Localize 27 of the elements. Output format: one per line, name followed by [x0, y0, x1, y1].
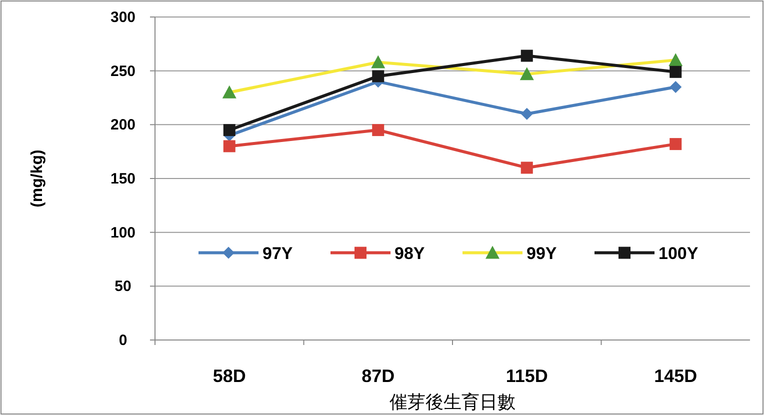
y-tick-label: 100: [110, 224, 136, 242]
x-tick-label: 87D: [362, 366, 395, 386]
y-tick-label: 250: [110, 62, 136, 80]
point: [372, 70, 384, 82]
y-tick-label: 150: [110, 170, 136, 188]
x-tick-label: 145D: [654, 366, 698, 386]
point: [223, 124, 236, 136]
point: [670, 80, 682, 93]
y-axis-title: (mg/kg): [29, 150, 46, 208]
point: [223, 140, 236, 152]
point: [372, 124, 384, 136]
legend-label: 98Y: [394, 244, 426, 263]
point: [670, 138, 682, 150]
x-tick-label: 58D: [212, 366, 246, 386]
legend-label: 97Y: [262, 244, 294, 263]
y-tick-label: 0: [118, 332, 128, 349]
point: [670, 66, 682, 78]
legend-label: 99Y: [526, 244, 558, 263]
x-axis-title: 催芽後生育日數: [390, 392, 516, 412]
y-tick-label: 300: [110, 9, 136, 26]
legend-label: 100Y: [658, 244, 699, 263]
y-tick-label: 50: [114, 278, 132, 296]
point: [520, 50, 533, 62]
point: [520, 108, 533, 120]
y-tick-label: 200: [110, 116, 136, 134]
x-tick-label: 115D: [506, 366, 548, 386]
point: [520, 162, 533, 174]
